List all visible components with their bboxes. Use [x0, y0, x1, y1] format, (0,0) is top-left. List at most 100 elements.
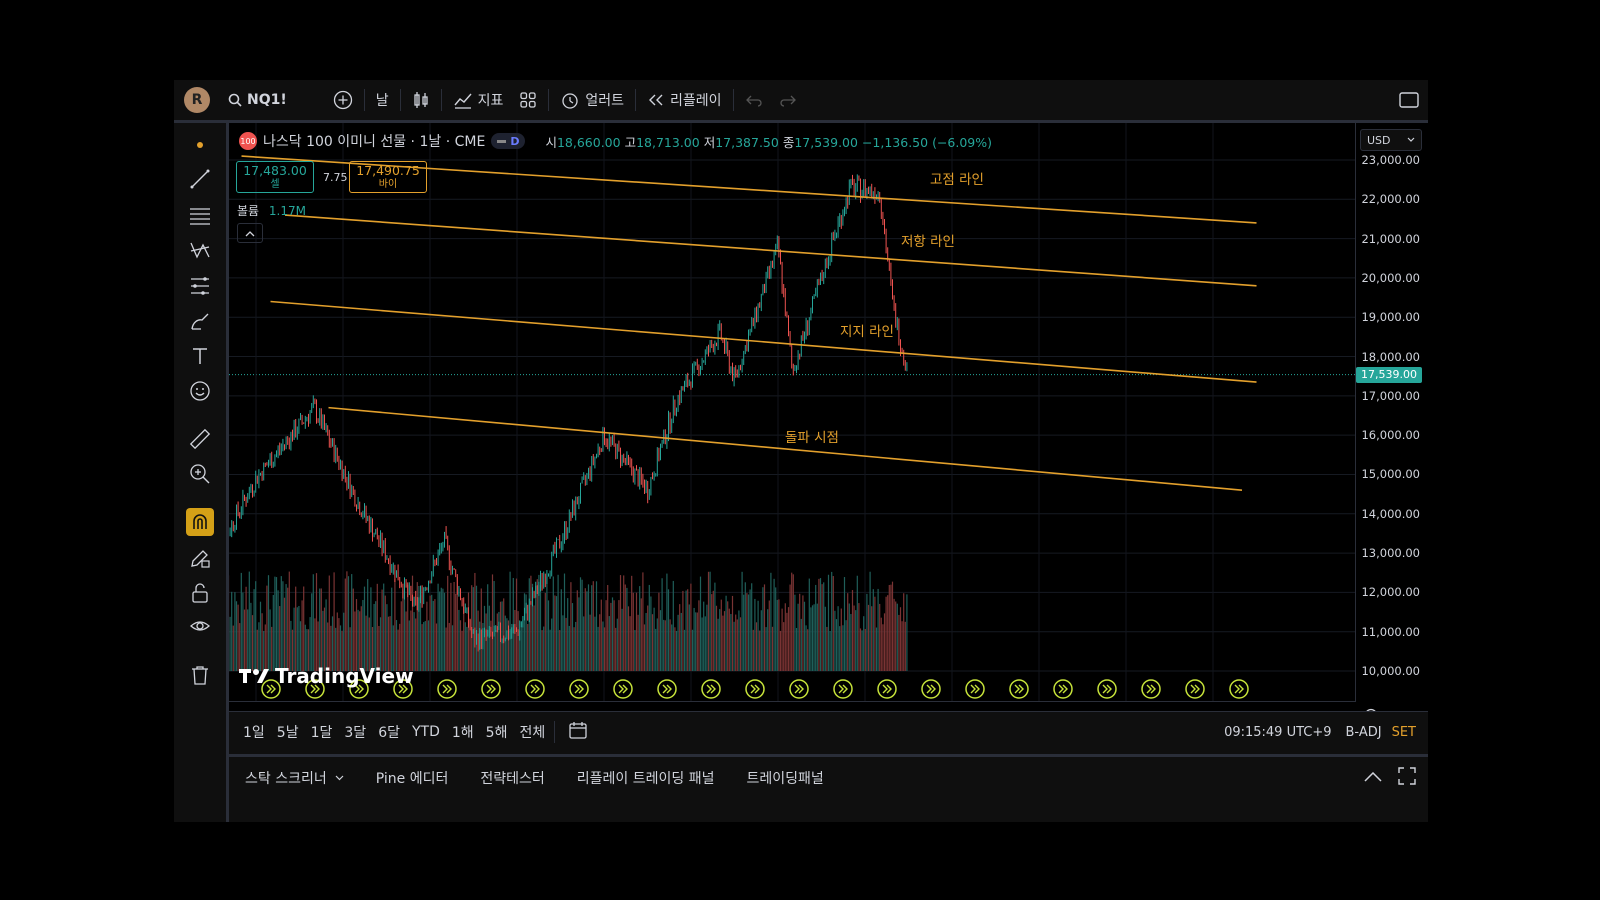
price-chart[interactable]: [229, 123, 1428, 711]
trendline[interactable]: [328, 406, 1243, 491]
undo-button[interactable]: [737, 80, 771, 120]
event-marker-icon[interactable]: [1229, 679, 1249, 699]
chart-pane[interactable]: 100 나스닥 100 이미니 선물 · 1날 · CME D 시18,660.…: [229, 123, 1428, 727]
clock-display[interactable]: 09:15:49 UTC+9: [1224, 724, 1332, 740]
volume-bar: [602, 621, 604, 671]
event-marker-icon[interactable]: [657, 679, 677, 699]
event-marker-icon[interactable]: [437, 679, 457, 699]
event-marker-icon[interactable]: [569, 679, 589, 699]
volume-bar: [538, 574, 540, 671]
volume-bar: [653, 607, 655, 671]
fib-tool[interactable]: [186, 201, 214, 229]
event-marker-icon[interactable]: [921, 679, 941, 699]
event-marker-icon[interactable]: [833, 679, 853, 699]
open-value: 18,660.00: [556, 134, 621, 150]
text-tool[interactable]: [186, 342, 214, 370]
compare-button[interactable]: [325, 80, 361, 120]
timeframe-button[interactable]: YTD: [411, 724, 440, 740]
magnet-tool[interactable]: [186, 508, 214, 536]
event-marker-icon[interactable]: [701, 679, 721, 699]
event-marker-icon[interactable]: [1009, 679, 1029, 699]
cursor-tool[interactable]: [186, 131, 214, 159]
brush-tool[interactable]: [186, 307, 214, 335]
maximize-panel-button[interactable]: [1392, 767, 1428, 789]
alert-button[interactable]: 얼러트: [552, 80, 632, 120]
volume-bar: [386, 604, 388, 671]
replay-button[interactable]: 리플레이: [639, 80, 730, 120]
volume-bar: [581, 579, 583, 671]
event-marker-icon[interactable]: [525, 679, 545, 699]
event-marker-icon[interactable]: [1097, 679, 1117, 699]
lock-all-tool[interactable]: [186, 579, 214, 607]
templates-button[interactable]: [511, 80, 545, 120]
volume-bar: [882, 624, 884, 671]
timeframe-button[interactable]: 5날: [276, 725, 299, 741]
trendline[interactable]: [241, 155, 1257, 224]
volume-bar: [891, 581, 894, 671]
event-marker-icon[interactable]: [393, 679, 413, 699]
timeframe-button[interactable]: 1달: [310, 725, 333, 741]
emoji-tool[interactable]: [186, 377, 214, 405]
timeframe-button[interactable]: 3달: [344, 725, 367, 741]
timeframe-button[interactable]: 1해: [451, 725, 474, 741]
event-marker-icon[interactable]: [613, 679, 633, 699]
zoom-tool[interactable]: [186, 460, 214, 488]
event-marker-icon[interactable]: [1141, 679, 1161, 699]
volume-bar: [906, 594, 908, 671]
currency-select[interactable]: USD: [1360, 129, 1422, 151]
event-marker-icon[interactable]: [789, 679, 809, 699]
measure-tool[interactable]: [186, 425, 214, 453]
volume-bar: [303, 586, 305, 671]
event-marker-icon[interactable]: [1053, 679, 1073, 699]
fullscreen-button[interactable]: [1390, 80, 1428, 120]
support-line-label: 지지 라인: [840, 324, 894, 340]
expand-panel-button[interactable]: [1354, 770, 1392, 786]
time-axis[interactable]: [229, 701, 1356, 702]
trendline[interactable]: [284, 214, 1257, 287]
indicators-button[interactable]: 지표: [445, 80, 512, 120]
symbol-title[interactable]: 나스닥 100 이미니 선물 · 1날 · CME: [263, 134, 486, 150]
delete-drawings-tool[interactable]: [186, 661, 214, 689]
trendline[interactable]: [270, 300, 1257, 383]
event-marker-icon[interactable]: [261, 679, 281, 699]
volume-bar: [487, 584, 489, 671]
breakout-label: 돌파 시점: [785, 430, 839, 446]
event-marker-icon[interactable]: [965, 679, 985, 699]
event-marker-icon[interactable]: [349, 679, 369, 699]
volume-value: 1.17M: [268, 204, 306, 218]
timeframe-button[interactable]: 5해: [485, 725, 508, 741]
buy-button[interactable]: 17,490.75 바이: [349, 161, 427, 193]
tab-stock-screener[interactable]: 스탁 스크리너: [229, 768, 360, 788]
timeframe-button[interactable]: 전체: [519, 725, 546, 741]
volume-bar: [883, 613, 886, 671]
event-marker-icon[interactable]: [305, 679, 325, 699]
tab-trading-panel[interactable]: 트레이딩패널: [746, 771, 824, 787]
price-axis[interactable]: USD 23,000.00 22,000.00 21,000.00 20,000.00…: [1355, 123, 1428, 701]
event-marker-icon[interactable]: [1185, 679, 1205, 699]
symbol-search-button[interactable]: NQ1!: [220, 80, 295, 120]
hide-drawings-tool[interactable]: [186, 613, 214, 641]
event-marker-icon[interactable]: [481, 679, 501, 699]
sell-button[interactable]: 17,483.00 셀: [236, 161, 314, 193]
event-marker-icon[interactable]: [877, 679, 897, 699]
collapse-legend-button[interactable]: [237, 223, 263, 243]
timeframe-button[interactable]: 1일: [243, 725, 265, 741]
chart-type-button[interactable]: [404, 80, 438, 120]
user-avatar[interactable]: R: [184, 87, 210, 113]
adjustment-toggle[interactable]: B-ADJ: [1345, 724, 1382, 740]
tab-strategy-tester[interactable]: 전략테스터: [480, 771, 545, 787]
volume-bar: [301, 600, 303, 671]
timeframe-button[interactable]: 6달: [378, 725, 400, 741]
tab-pine-editor[interactable]: Pine 에디터: [375, 771, 449, 787]
session-toggle[interactable]: SET: [1391, 724, 1416, 740]
data-status-badge[interactable]: D: [491, 133, 526, 149]
prediction-tool[interactable]: [186, 272, 214, 300]
goto-date-button[interactable]: [558, 720, 598, 744]
pattern-tool[interactable]: [186, 236, 214, 264]
event-marker-icon[interactable]: [745, 679, 765, 699]
lock-drawing-tool[interactable]: [186, 544, 214, 572]
interval-button[interactable]: 날: [375, 93, 389, 109]
tab-replay-trading[interactable]: 리플레이 트레이딩 패널: [576, 771, 715, 787]
redo-button[interactable]: [771, 80, 805, 120]
trendline-tool[interactable]: [186, 165, 214, 193]
